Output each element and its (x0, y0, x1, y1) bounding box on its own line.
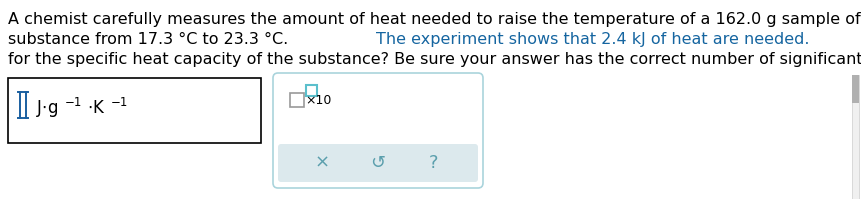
Text: ?: ? (430, 154, 439, 172)
Text: The experiment shows that 2.4 kJ of heat are needed.: The experiment shows that 2.4 kJ of heat… (376, 32, 809, 47)
Text: −1: −1 (111, 96, 128, 109)
Text: J$\cdot$g: J$\cdot$g (36, 98, 58, 119)
Text: A chemist carefully measures the amount of heat needed to raise the temperature : A chemist carefully measures the amount … (8, 12, 861, 27)
Bar (306, 85, 317, 96)
Text: ↺: ↺ (370, 154, 386, 172)
Bar (852, 75, 859, 199)
FancyBboxPatch shape (278, 144, 478, 182)
Text: ×: × (314, 154, 330, 172)
FancyBboxPatch shape (273, 73, 483, 188)
Bar (8, 78, 261, 143)
Bar (852, 75, 859, 103)
Text: ×10: ×10 (305, 95, 331, 107)
Text: −1: −1 (65, 96, 82, 109)
Text: for the specific heat capacity of the substance? Be sure your answer has the cor: for the specific heat capacity of the su… (8, 52, 861, 67)
Text: $\cdot$K: $\cdot$K (87, 99, 105, 117)
Text: substance from 17.3 °C to 23.3 °C.: substance from 17.3 °C to 23.3 °C. (8, 32, 294, 47)
Bar (290, 93, 304, 107)
